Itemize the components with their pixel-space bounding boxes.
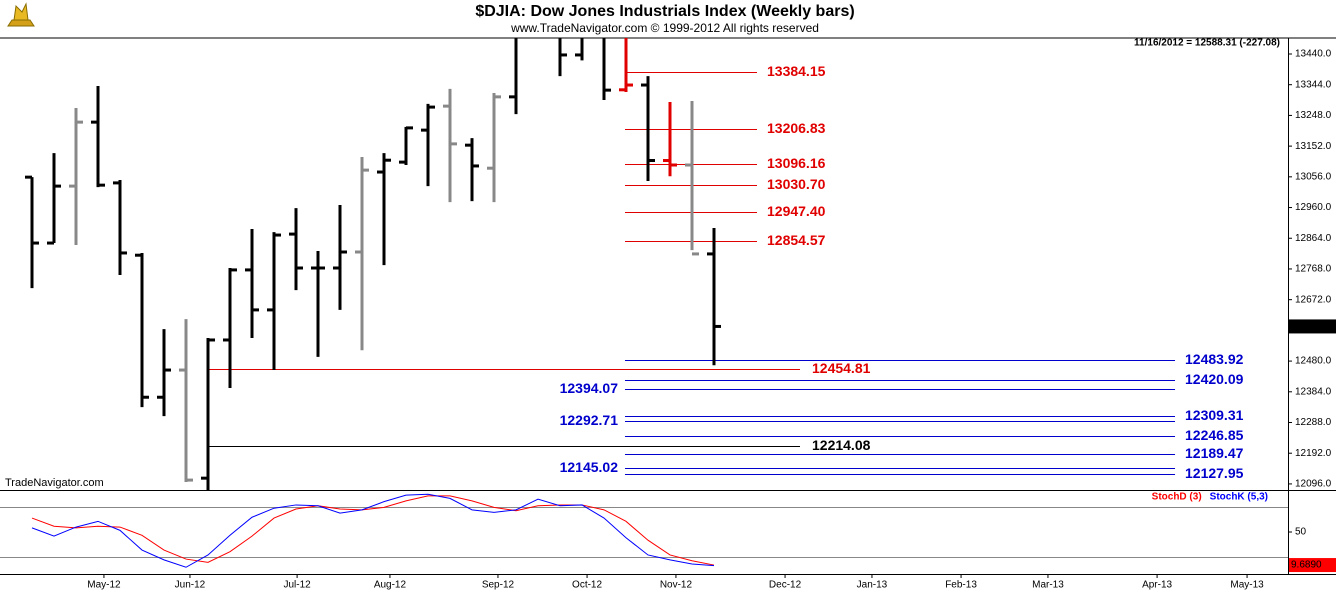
legend-entry: StochD (3) xyxy=(1152,492,1202,503)
y-tick-label: 50 xyxy=(1295,527,1307,538)
level-label: 12292.71 xyxy=(560,412,619,428)
y-tick-label: 13152.0 xyxy=(1295,141,1332,152)
level-label: 12454.81 xyxy=(812,360,871,376)
level-label: 12145.02 xyxy=(560,459,619,475)
stoch-line xyxy=(31,493,715,568)
level-label: 13384.15 xyxy=(767,63,826,79)
y-tick-label: 12480.0 xyxy=(1295,356,1332,367)
last-value-label: 9.6890 xyxy=(1291,560,1322,571)
last-price-info: 11/16/2012 = 12588.31 (-227.08) xyxy=(1134,38,1280,49)
x-tick-label: Apr-13 xyxy=(1142,580,1172,591)
y-tick-label: 12192.0 xyxy=(1295,448,1332,459)
x-tick-label: May-12 xyxy=(87,580,121,591)
watermark: TradeNavigator.com xyxy=(5,477,104,489)
logo xyxy=(7,2,35,27)
level-label: 12127.95 xyxy=(1185,465,1244,481)
x-tick-label: Nov-12 xyxy=(660,580,693,591)
y-tick-label: 12864.0 xyxy=(1295,233,1332,244)
y-tick-label: 12768.0 xyxy=(1295,264,1332,275)
level-label: 12947.40 xyxy=(767,203,826,219)
y-tick-label: 13344.0 xyxy=(1295,79,1332,90)
y-tick-label: 13056.0 xyxy=(1295,171,1332,182)
x-tick-label: May-13 xyxy=(1230,580,1264,591)
last-value-box xyxy=(1289,558,1336,573)
level-label: 13096.16 xyxy=(767,155,826,171)
level-label: 12246.85 xyxy=(1185,427,1244,443)
y-tick-label: 12384.0 xyxy=(1295,386,1332,397)
level-label: 12483.92 xyxy=(1185,351,1244,367)
chart-title: $DJIA: Dow Jones Industrials Index (Week… xyxy=(475,3,854,20)
price-panel xyxy=(24,38,1175,490)
x-tick-label: Jun-12 xyxy=(175,580,206,591)
axes: 13440.0 13344.0 13248.0 13152.0 13056.0 12960… xyxy=(87,49,1336,591)
level-label: 12214.08 xyxy=(812,437,871,453)
x-tick-label: Mar-13 xyxy=(1032,580,1064,591)
level-label: 12189.47 xyxy=(1185,445,1244,461)
stochastic-panel xyxy=(0,493,1288,568)
level-label: 12854.57 xyxy=(767,232,826,248)
level-label: 13030.70 xyxy=(767,176,826,192)
y-tick-label: 12096.0 xyxy=(1295,479,1332,490)
x-tick-label: Feb-13 xyxy=(945,580,977,591)
last-price-box xyxy=(1289,319,1336,334)
level-label: 12420.09 xyxy=(1185,371,1244,387)
x-tick-label: Oct-12 xyxy=(572,580,602,591)
stoch-line xyxy=(31,495,715,566)
level-label: 12394.07 xyxy=(560,380,619,396)
chart-subtitle: www.TradeNavigator.com © 1999-2012 All r… xyxy=(510,21,819,35)
y-tick-label: 12672.0 xyxy=(1295,294,1332,305)
y-tick-label: 13248.0 xyxy=(1295,110,1332,121)
y-tick-label: 12960.0 xyxy=(1295,202,1332,213)
x-tick-label: Sep-12 xyxy=(482,580,515,591)
x-tick-label: Dec-12 xyxy=(769,580,802,591)
y-tick-label: 13440.0 xyxy=(1295,49,1332,60)
level-label: 12309.31 xyxy=(1185,407,1244,423)
last-price-label: 12588.31 xyxy=(1290,321,1332,332)
legend-entry: StochK (5,3) xyxy=(1210,492,1268,503)
x-tick-label: Aug-12 xyxy=(374,580,407,591)
level-label: 13206.83 xyxy=(767,120,826,136)
x-tick-label: Jul-12 xyxy=(283,580,311,591)
x-tick-label: Jan-13 xyxy=(857,580,888,591)
y-tick-label: 12288.0 xyxy=(1295,417,1332,428)
